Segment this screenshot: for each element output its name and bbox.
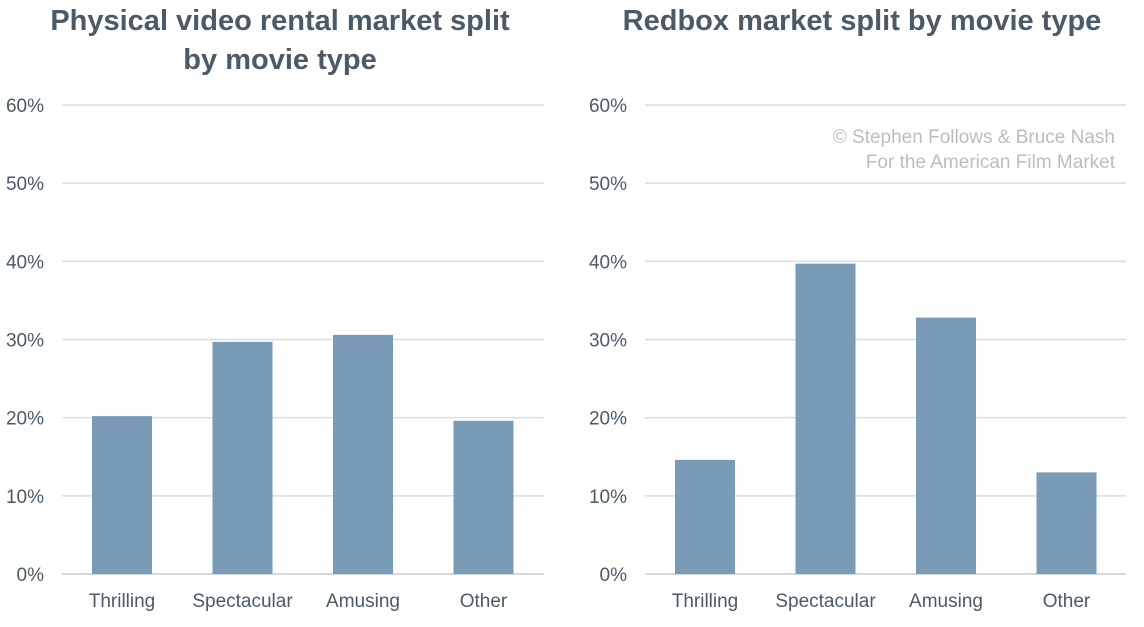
x-tick-label: Other (1043, 591, 1091, 612)
x-tick-label: Thrilling (89, 591, 156, 612)
y-tick-label: 50% (589, 174, 627, 195)
chart-physical-rental: 0% 10% 20% 30% 40% 50% 60% Thrilling Spectacular… (6, 96, 544, 612)
y-tick-label: 0% (17, 565, 45, 586)
y-tick-label: 50% (6, 174, 44, 195)
x-tick-label: Thrilling (672, 591, 739, 612)
chart-title-redbox: Redbox market split by movie type (622, 5, 1102, 37)
copyright-annotation: For the American Film Market (866, 152, 1116, 173)
bar (675, 459, 735, 574)
bar (92, 416, 152, 574)
y-tick-label: 40% (589, 252, 627, 273)
chart-redbox: 0% 10% 20% 30% 40% 50% 60% Thrilling Spectacular… (589, 96, 1126, 612)
y-tick-label: 60% (6, 96, 44, 117)
bar (916, 317, 976, 574)
y-tick-label: 30% (6, 331, 44, 352)
bar (333, 334, 393, 574)
y-tick-label: 40% (6, 252, 44, 273)
x-tick-label: Other (460, 591, 508, 612)
bar (1036, 472, 1097, 574)
x-tick-label: Spectacular (192, 591, 293, 612)
y-tick-label: 20% (589, 409, 627, 430)
bar (795, 263, 856, 574)
bar (453, 420, 514, 574)
chart-title-physical-rental: Physical video rental market split by mo… (50, 5, 510, 76)
x-tick-label: Spectacular (775, 591, 876, 612)
x-tick-label: Amusing (909, 591, 983, 612)
y-tick-label: 30% (589, 331, 627, 352)
x-tick-label: Amusing (326, 591, 400, 612)
bar (212, 341, 273, 574)
y-tick-label: 20% (6, 409, 44, 430)
y-tick-label: 10% (589, 487, 627, 508)
y-tick-label: 0% (600, 565, 628, 586)
y-tick-label: 10% (6, 487, 44, 508)
y-tick-label: 60% (589, 96, 627, 117)
copyright-annotation: © Stephen Follows & Bruce Nash (833, 127, 1115, 148)
